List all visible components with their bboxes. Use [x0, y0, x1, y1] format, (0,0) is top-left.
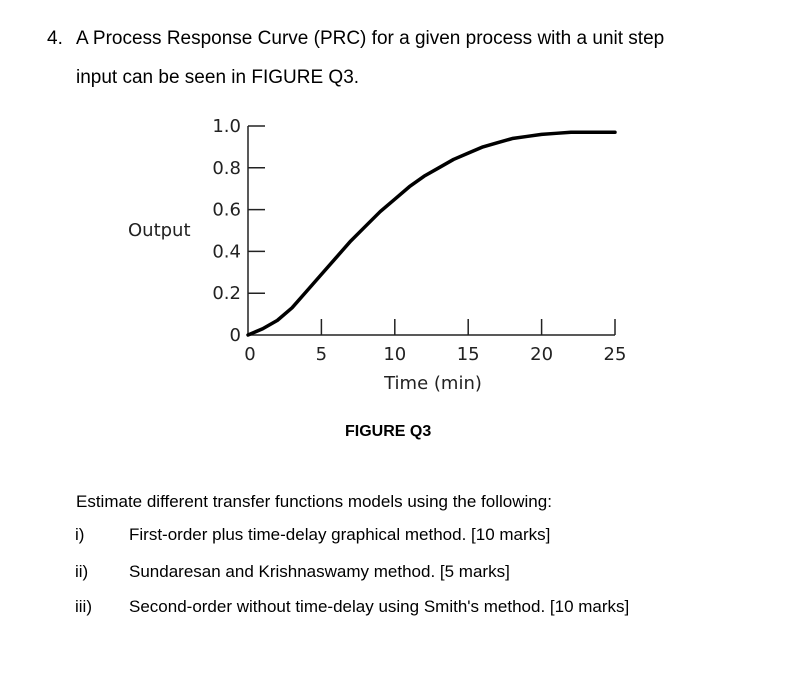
instruction-text: Estimate different transfer functions mo… — [76, 492, 552, 511]
y-axis-label: Output — [128, 220, 191, 241]
figure-caption: FIGURE Q3 — [345, 423, 432, 440]
question-number: 4. — [47, 28, 63, 49]
chart-axes — [247, 125, 616, 336]
process-response-chart: 0 0.2 0.4 0.6 0.8 1.0 0 5 10 15 20 25 Output Time … — [128, 116, 626, 394]
question-line-2: input can be seen in FIGURE Q3. — [76, 67, 360, 88]
svg-text:0.2: 0.2 — [212, 283, 241, 304]
x-axis-label: Time (min) — [383, 373, 482, 394]
x-tick-labels: 0 5 10 15 20 25 — [244, 344, 626, 365]
part-text-iii: Second-order without time-delay using Sm… — [129, 597, 630, 616]
question-line-1: A Process Response Curve (PRC) for a giv… — [76, 28, 665, 49]
part-label-iii: iii) — [75, 597, 92, 616]
response-curve — [246, 130, 617, 337]
svg-text:0: 0 — [230, 325, 241, 346]
svg-text:20: 20 — [530, 344, 553, 365]
part-label-ii: ii) — [75, 562, 89, 581]
part-label-i: i) — [75, 525, 85, 544]
svg-text:15: 15 — [457, 344, 480, 365]
svg-text:0: 0 — [244, 344, 255, 365]
svg-text:5: 5 — [316, 344, 327, 365]
svg-text:10: 10 — [383, 344, 406, 365]
part-text-ii: Sundaresan and Krishnaswamy method. [5 m… — [129, 562, 510, 581]
part-text-i: First-order plus time-delay graphical me… — [129, 525, 551, 544]
svg-text:0.4: 0.4 — [212, 241, 241, 262]
svg-text:0.8: 0.8 — [212, 158, 241, 179]
svg-text:25: 25 — [604, 344, 627, 365]
svg-text:1.0: 1.0 — [212, 116, 241, 137]
svg-text:0.6: 0.6 — [212, 200, 241, 221]
y-tick-labels: 0 0.2 0.4 0.6 0.8 1.0 — [212, 116, 241, 346]
